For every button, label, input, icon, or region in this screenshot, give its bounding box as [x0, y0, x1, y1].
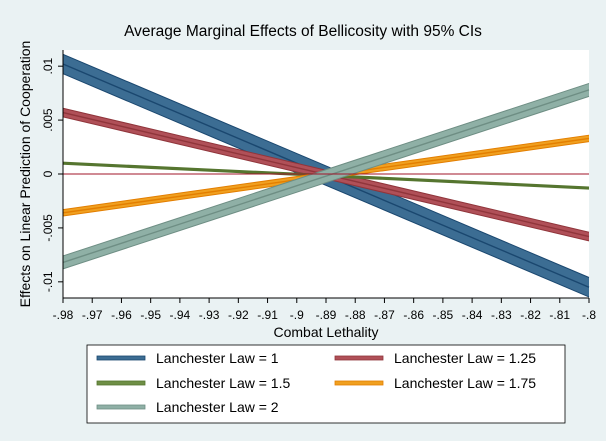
x-tick-label: -.92: [228, 308, 249, 322]
legend-label-series-3: Lanchester Law = 1.5: [156, 375, 290, 391]
legend-swatch-series-5: [96, 404, 146, 410]
x-tick-label: -.93: [199, 308, 220, 322]
x-tick-label: -.91: [257, 308, 278, 322]
x-tick-label: -.8: [582, 308, 596, 322]
legend: Lanchester Law = 1 Lanchester Law = 1.25 L…: [96, 350, 536, 415]
x-tick-label: -.94: [170, 308, 191, 322]
legend-label-series-2: Lanchester Law = 1.25: [394, 350, 536, 366]
y-tick-label: .005: [41, 108, 55, 132]
x-tick-label: -.85: [433, 308, 454, 322]
x-tick-label: -.84: [462, 308, 483, 322]
estimate-line-series-5: [62, 89, 590, 264]
x-tick-label: -.83: [491, 308, 512, 322]
legend-swatch-series-2: [334, 355, 384, 361]
ci-upper-line-series-5: [62, 82, 590, 257]
x-axis-ticks: -.98 -.97 -.96 -.95 -.94 -.93 -.92 -.91 -.9 -.89-…: [53, 298, 596, 322]
ci-lower-line-series-1: [62, 73, 590, 298]
y-tick-label: -.01: [41, 271, 55, 292]
x-tick-label: -.97: [82, 308, 103, 322]
ci-lower-line-series-5: [62, 95, 590, 270]
y-tick-label: 0: [41, 170, 55, 177]
chart-title: Average Marginal Effects of Bellicosity …: [124, 23, 482, 40]
y-tick-label: .01: [41, 58, 55, 75]
x-tick-label: -.81: [549, 308, 570, 322]
y-tick-label: -.005: [41, 214, 55, 242]
legend-swatch-series-4: [334, 380, 384, 386]
x-tick-label: -.86: [403, 308, 424, 322]
y-axis-label: Effects on Linear Prediction of Cooperat…: [17, 41, 33, 308]
x-tick-label: -.87: [374, 308, 395, 322]
x-tick-label: -.9: [290, 308, 304, 322]
x-tick-label: -.89: [316, 308, 337, 322]
legend-box: [86, 344, 566, 424]
x-tick-label: -.98: [53, 308, 74, 322]
confidence-bands: [62, 53, 590, 298]
x-axis-label: Combat Lethality: [273, 324, 378, 340]
x-tick-label: -.82: [520, 308, 541, 322]
legend-label-series-5: Lanchester Law = 2: [156, 399, 279, 415]
legend-swatch-series-3: [96, 380, 146, 386]
legend-swatch-series-1: [96, 355, 146, 361]
ci-upper-line-series-1: [62, 53, 590, 278]
x-tick-label: -.88: [345, 308, 366, 322]
x-tick-label: -.96: [111, 308, 132, 322]
x-tick-label: -.95: [140, 308, 161, 322]
legend-label-series-1: Lanchester Law = 1: [156, 350, 279, 366]
y-axis-ticks: .01 .005 0 -.005 -.01: [41, 58, 63, 292]
legend-label-series-4: Lanchester Law = 1.75: [394, 375, 536, 391]
